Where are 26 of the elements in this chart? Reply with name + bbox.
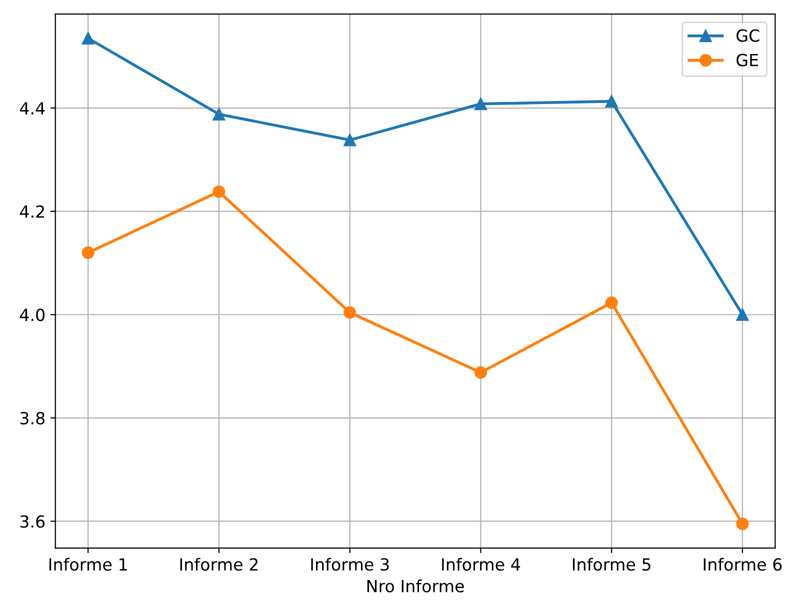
point [736, 518, 749, 530]
y-tick-label: 3.6 [20, 515, 45, 528]
point [474, 98, 487, 110]
x-axis-title: Nro Informe [367, 580, 464, 592]
point [344, 306, 356, 319]
point [212, 185, 226, 198]
y-tick-label: 4.2 [20, 205, 44, 218]
point [82, 246, 94, 259]
x-tick-label: Informe 3 [311, 558, 389, 571]
point [344, 134, 356, 146]
legend-label: GC [736, 29, 760, 42]
legend-label: GE [736, 54, 758, 66]
y-tick-label: 3.8 [20, 412, 45, 425]
point [212, 108, 226, 120]
point [736, 308, 749, 321]
point [474, 366, 487, 379]
x-tick-label: Informe 6 [704, 558, 782, 571]
x-tick-label: Informe 1 [49, 558, 127, 571]
x-tick-label: Informe 4 [442, 558, 520, 571]
point [82, 32, 94, 45]
y-tick-label: 4.4 [20, 102, 45, 114]
point [605, 296, 618, 309]
x-tick-label: Informe 2 [180, 558, 258, 571]
x-tick-label: Informe 5 [572, 558, 650, 571]
y-tick-label: 4.0 [20, 308, 45, 322]
point [605, 95, 618, 108]
